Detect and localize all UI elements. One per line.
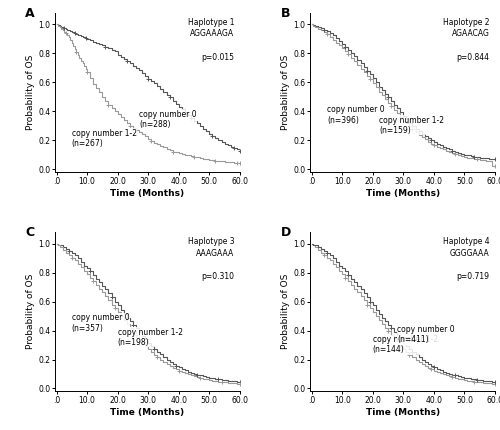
- Text: copy number 1-2
(n=159): copy number 1-2 (n=159): [379, 116, 444, 135]
- Y-axis label: Probability of OS: Probability of OS: [26, 55, 35, 130]
- Text: copy number 0
(n=288): copy number 0 (n=288): [139, 110, 196, 129]
- X-axis label: Time (Months): Time (Months): [110, 408, 184, 417]
- Text: Haplotype 4
GGGGAAA

p=0.719: Haplotype 4 GGGGAAA p=0.719: [443, 237, 490, 282]
- Text: Haplotype 1
AGGAAAGA

p=0.015: Haplotype 1 AGGAAAGA p=0.015: [188, 18, 234, 62]
- Text: D: D: [280, 226, 291, 239]
- Text: Haplotype 2
AGAACAG

p=0.844: Haplotype 2 AGAACAG p=0.844: [443, 18, 490, 62]
- Text: B: B: [280, 6, 290, 19]
- Text: copy number 0
(n=396): copy number 0 (n=396): [327, 105, 384, 125]
- X-axis label: Time (Months): Time (Months): [366, 188, 440, 197]
- Text: C: C: [26, 226, 35, 239]
- X-axis label: Time (Months): Time (Months): [366, 408, 440, 417]
- Text: copy number 0
(n=357): copy number 0 (n=357): [72, 313, 130, 333]
- Text: copy number 0
(n=411): copy number 0 (n=411): [397, 325, 455, 344]
- Y-axis label: Probability of OS: Probability of OS: [282, 55, 290, 130]
- Y-axis label: Probability of OS: Probability of OS: [26, 274, 35, 350]
- Text: copy number 1-2
(n=267): copy number 1-2 (n=267): [72, 129, 137, 148]
- Text: Haplotype 3
AAAGAAA

p=0.310: Haplotype 3 AAAGAAA p=0.310: [188, 237, 234, 282]
- Text: copy number 1-2
(n=144): copy number 1-2 (n=144): [373, 335, 438, 354]
- Y-axis label: Probability of OS: Probability of OS: [282, 274, 290, 350]
- Text: A: A: [26, 6, 35, 19]
- X-axis label: Time (Months): Time (Months): [110, 188, 184, 197]
- Text: copy number 1-2
(n=198): copy number 1-2 (n=198): [118, 328, 182, 347]
